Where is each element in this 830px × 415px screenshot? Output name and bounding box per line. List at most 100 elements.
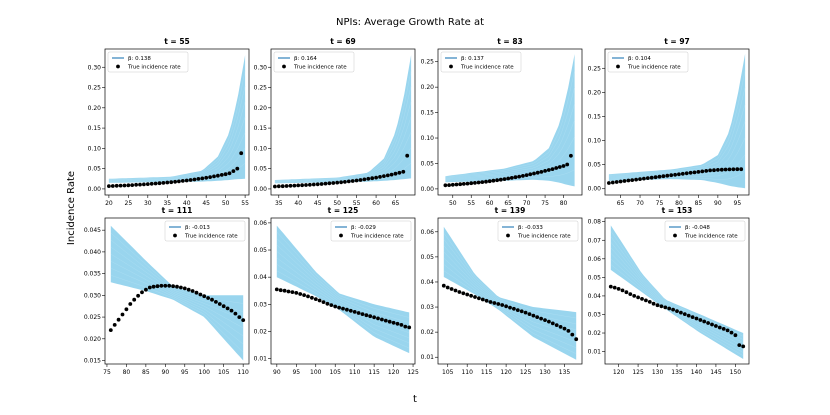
posterior-sample-line — [110, 239, 244, 312]
true-incidence-point — [546, 168, 551, 172]
legend: β: 0.138 True incidence rate — [107, 51, 189, 73]
true-incidence-point — [153, 181, 158, 186]
true-incidence-point — [317, 298, 322, 303]
true-incidence-point — [284, 184, 289, 188]
true-incidence-point — [399, 323, 404, 327]
subplot-2: t = 69 35 40 45 50 55 60 65 0.00 0.05 0.10 0.15 0.20… — [254, 37, 416, 207]
x-tick-label: 50 — [333, 200, 341, 207]
posterior-sample-line — [610, 264, 744, 356]
x-tick-label: 75 — [541, 200, 549, 207]
x-tick-label: 90 — [714, 200, 722, 207]
legend-true-label: True incidence rate — [460, 65, 514, 71]
true-incidence-series — [441, 283, 579, 342]
posterior-sample-line — [276, 238, 410, 323]
true-incidence-point — [112, 323, 117, 327]
posterior-sample-line — [276, 231, 410, 318]
y-tick-label: 0.02 — [421, 329, 435, 336]
true-incidence-point — [716, 168, 720, 172]
true-incidence-point — [196, 177, 201, 181]
posterior-band — [276, 225, 410, 354]
posterior-sample-line — [443, 257, 577, 343]
true-incidence-point — [708, 168, 712, 173]
true-incidence-point — [453, 288, 458, 293]
subplot-1: t = 55 20 25 30 35 40 45 50 55 0.00 0.05 0.10 0.15 0.… — [88, 37, 250, 207]
x-tick-label: 35 — [275, 200, 283, 207]
true-incidence-point — [632, 294, 637, 298]
true-incidence-point — [535, 315, 540, 319]
posterior-sample-line — [110, 246, 244, 320]
posterior-sample-line — [274, 147, 412, 183]
x-tick-label: 70 — [636, 200, 644, 207]
true-incidence-point — [566, 329, 571, 333]
legend: β: 0.164 True incidence rate — [273, 51, 355, 73]
true-incidence-point — [157, 181, 162, 186]
true-incidence-point — [304, 183, 308, 187]
true-incidence-point — [233, 311, 238, 316]
true-incidence-point — [669, 173, 674, 178]
true-incidence-point — [449, 287, 454, 291]
y-tick-label: 0.045 — [84, 227, 101, 234]
true-incidence-point — [358, 178, 363, 182]
true-incidence-point — [383, 318, 388, 323]
true-incidence-series — [273, 153, 410, 189]
x-tick-label: 90 — [273, 369, 281, 376]
legend-true-label: True incidence rate — [684, 234, 738, 240]
x-tick-label: 25 — [125, 200, 133, 207]
y-tick-label: 0.01 — [588, 349, 602, 356]
x-tick-label: 115 — [368, 369, 380, 376]
y-tick-label: 0.20 — [588, 89, 602, 96]
true-incidence-point — [671, 307, 675, 312]
subplot-title: t = 153 — [662, 206, 693, 215]
true-incidence-point — [512, 306, 516, 311]
true-incidence-point — [729, 330, 734, 335]
true-incidence-point — [300, 183, 304, 188]
true-incidence-point — [376, 316, 380, 321]
posterior-sample-band — [445, 54, 575, 187]
true-incidence-point — [387, 319, 392, 324]
y-tick-label: 0.05 — [254, 247, 268, 254]
true-incidence-point — [682, 312, 687, 316]
true-incidence-point — [134, 182, 139, 187]
true-incidence-point — [554, 166, 559, 170]
true-incidence-point — [480, 180, 485, 185]
subplot-title: t = 125 — [328, 206, 359, 215]
true-incidence-point — [492, 301, 497, 305]
true-incidence-point — [159, 283, 164, 288]
true-incidence-series — [107, 151, 244, 189]
true-incidence-point — [370, 176, 375, 181]
true-incidence-point — [562, 326, 567, 331]
true-incidence-point — [696, 170, 701, 174]
true-incidence-point — [198, 292, 203, 297]
x-tick-label: 120 — [500, 369, 512, 376]
posterior-sample-line — [445, 87, 575, 178]
true-incidence-point — [122, 183, 127, 188]
axes-frame — [604, 48, 750, 196]
true-incidence-point — [385, 173, 390, 178]
x-tick-label: 110 — [237, 369, 249, 376]
posterior-sample-line — [610, 258, 744, 353]
x-tick-label: 70 — [523, 200, 531, 207]
legend-true-swatch — [506, 233, 510, 238]
legend-true-swatch — [449, 64, 453, 69]
x-tick-label: 90 — [162, 369, 170, 376]
true-incidence-point — [628, 292, 633, 296]
y-tick-label: 0.06 — [588, 256, 602, 263]
x-tick-label: 35 — [163, 200, 171, 207]
true-incidence-point — [636, 295, 640, 300]
true-incidence-point — [391, 320, 396, 325]
posterior-sample-line — [110, 268, 244, 345]
y-tick-label: 0.10 — [421, 135, 435, 142]
subplot-5: t = 111 75 80 85 90 95 100 105 110 0.015 0.020 0.02… — [84, 206, 250, 376]
x-tick-label: 65 — [504, 200, 512, 207]
true-incidence-point — [554, 323, 559, 327]
true-incidence-point — [329, 303, 334, 307]
y-tick-label: 0.01 — [254, 356, 268, 363]
posterior-sample-line — [608, 104, 746, 177]
legend-true-label: True incidence rate — [184, 234, 238, 240]
legend: β: 0.104 True incidence rate — [607, 51, 689, 73]
true-incidence-point — [622, 179, 627, 183]
true-incidence-point — [527, 312, 532, 316]
true-incidence-point — [149, 181, 154, 186]
y-tick-label: 0.040 — [84, 249, 101, 256]
axes-frame — [437, 217, 583, 365]
